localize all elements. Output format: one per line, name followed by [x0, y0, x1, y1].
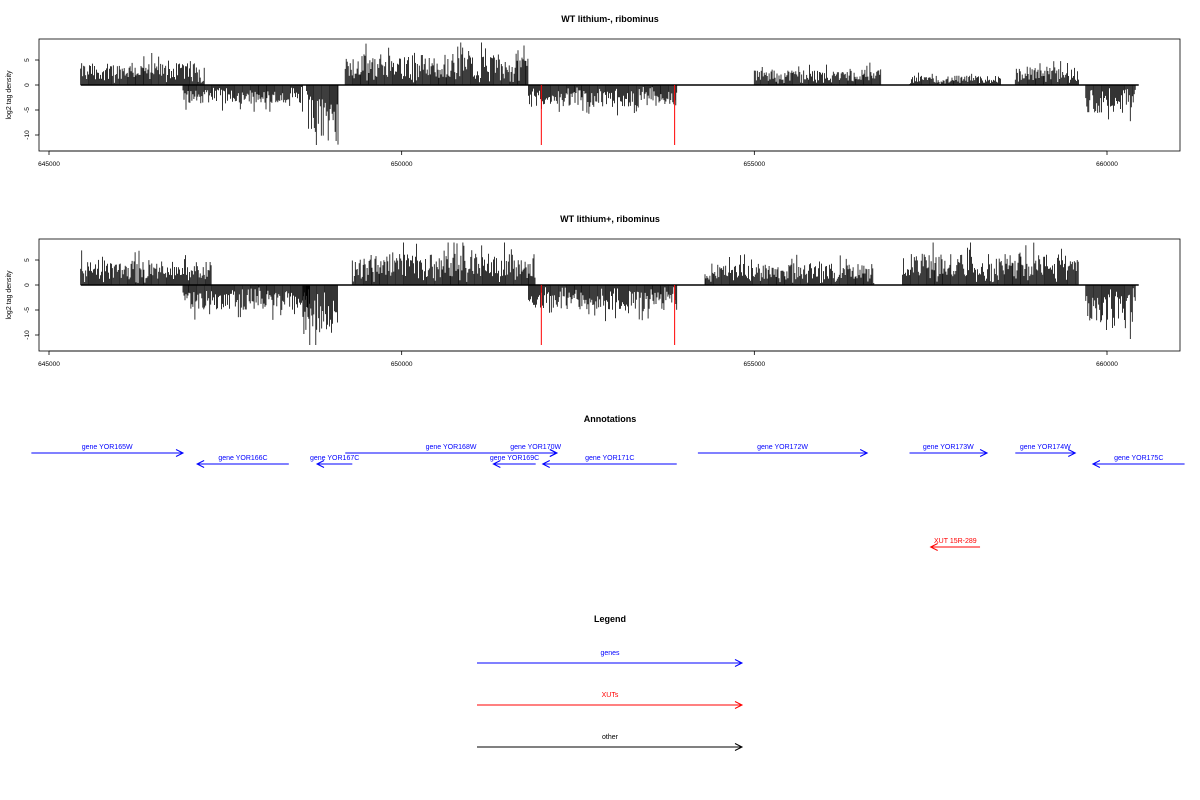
panel-title: WT lithium-, ribominus: [561, 14, 659, 24]
feature-label: gene YOR171C: [585, 455, 634, 462]
coverage-bars: [80, 42, 1139, 145]
feature-arrow-head: [1091, 460, 1101, 468]
x-tick-label: 660000: [1096, 161, 1118, 168]
legend-arrow-head: [734, 743, 744, 751]
y-axis-label: log2 tag density: [6, 70, 13, 120]
feature-arrows: gene YOR165W gene YOR166C gene YOR167C gene…: [31, 444, 1185, 551]
x-tick-label: 645000: [38, 161, 60, 168]
feature-label: gene YOR167C: [310, 455, 359, 462]
x-tick-label: 655000: [743, 361, 765, 368]
x-tick-label: 660000: [1096, 361, 1118, 368]
x-tick-label: 655000: [743, 161, 765, 168]
x-tick-label: 645000: [38, 361, 60, 368]
x-axis: 645000 650000 655000 660000: [38, 350, 1118, 368]
y-tick-label: 0: [24, 283, 31, 287]
y-tick-label: -10: [24, 330, 31, 340]
feature-label: gene YOR175C: [1114, 455, 1163, 462]
legend-items: genes XUTs other: [477, 650, 744, 751]
y-axis-label: log2 tag density: [6, 270, 13, 320]
legend-label: genes: [600, 650, 620, 657]
feature-arrow-head: [541, 460, 550, 468]
x-axis: 645000 650000 655000 660000: [38, 150, 1118, 168]
feature-label: XUT 15R-289: [934, 538, 977, 545]
y-axis: 5 0 -5 -10: [24, 258, 40, 340]
feature-label: gene YOR166C: [218, 455, 267, 462]
y-tick-label: 5: [24, 258, 31, 262]
legend-label: XUTs: [602, 692, 619, 699]
x-tick-label: 650000: [391, 161, 413, 168]
coverage-bars: [80, 242, 1139, 345]
feature-label: gene YOR168W: [426, 444, 477, 451]
y-tick-label: -10: [24, 130, 31, 140]
feature-arrow-head: [196, 460, 205, 468]
feature-arrow-head: [929, 543, 938, 551]
feature-arrow-head: [1068, 449, 1077, 457]
plot-frame: [38, 38, 1181, 152]
feature-arrow-head: [492, 460, 501, 468]
feature-label: gene YOR170W: [510, 444, 561, 451]
y-tick-label: 5: [24, 58, 31, 62]
coverage-panel-lithium-minus: WT lithium-, ribominus 5 0 -5 -10 645000 650…: [6, 14, 1181, 168]
panel-title: WT lithium+, ribominus: [560, 214, 660, 224]
coverage-panel-lithium-plus: WT lithium+, ribominus 5 0 -5 -10 645000 650…: [6, 214, 1181, 368]
annotations-title: Annotations: [584, 414, 637, 424]
x-tick-label: 650000: [391, 361, 413, 368]
y-tick-label: 0: [24, 83, 31, 87]
feature-arrow-head: [175, 449, 185, 457]
y-tick-label: -5: [24, 307, 31, 313]
y-tick-label: -5: [24, 107, 31, 113]
legend-arrow-head: [734, 659, 744, 667]
feature-label: gene YOR173W: [923, 444, 974, 451]
legend-title: Legend: [594, 614, 626, 624]
feature-arrow-head: [979, 449, 989, 457]
feature-arrow-head: [315, 460, 325, 468]
feature-label: gene YOR174W: [1020, 444, 1071, 451]
legend: Legend genes XUTs other: [477, 614, 744, 751]
legend-arrow-head: [734, 701, 744, 709]
feature-arrow-head: [859, 449, 869, 457]
legend-label: other: [602, 734, 619, 741]
y-axis: 5 0 -5 -10: [24, 58, 40, 140]
feature-label: gene YOR169C: [490, 455, 539, 462]
feature-arrow-head: [549, 449, 558, 457]
feature-label: gene YOR172W: [757, 444, 808, 451]
feature-label: gene YOR165W: [82, 444, 133, 451]
